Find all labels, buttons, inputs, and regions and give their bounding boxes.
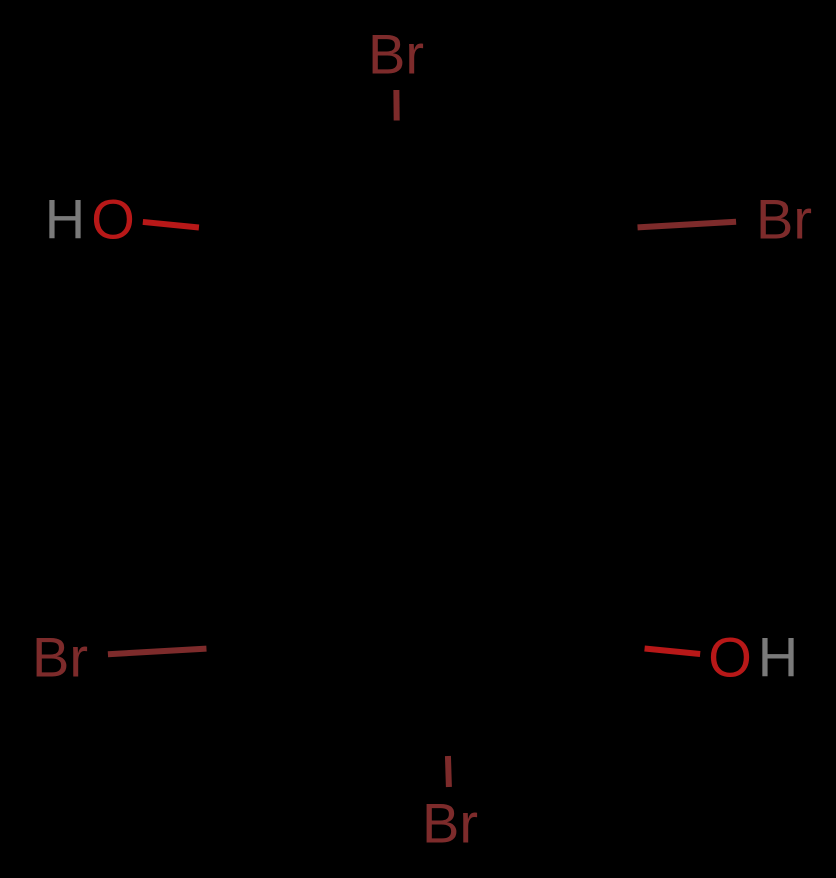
- svg-text:H: H: [758, 626, 798, 689]
- svg-text:Br: Br: [368, 23, 424, 86]
- svg-text:Br: Br: [32, 626, 88, 689]
- svg-text:Br: Br: [756, 188, 812, 251]
- svg-text:Br: Br: [422, 792, 478, 855]
- svg-text:O: O: [91, 188, 135, 251]
- svg-text:H: H: [45, 188, 85, 251]
- molecule-diagram: BrBrBrBrOHOH: [0, 0, 836, 878]
- svg-text:O: O: [708, 626, 752, 689]
